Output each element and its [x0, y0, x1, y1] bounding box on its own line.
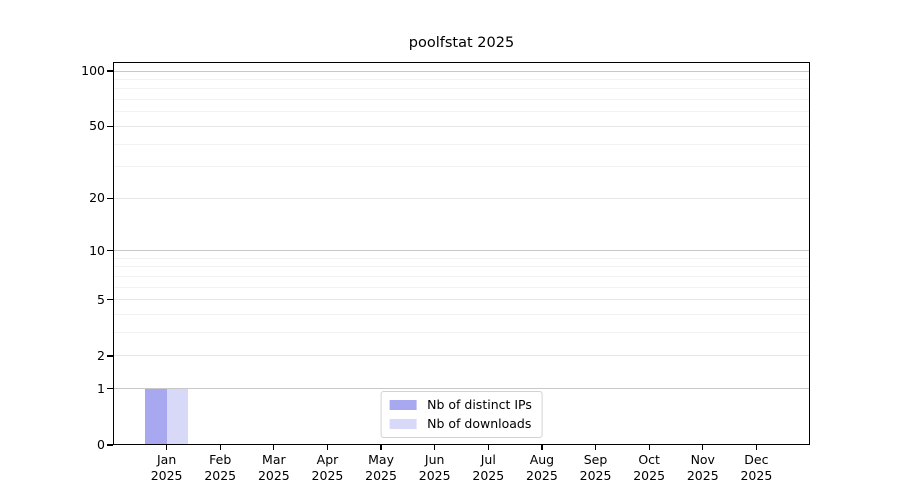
bar-nb-of-distinct-ips-jan-2025 — [145, 388, 167, 445]
gridline-y-80 — [113, 88, 810, 90]
x-tick-label-line: Oct — [638, 452, 660, 467]
x-tick-label-line: 2025 — [257, 467, 290, 483]
plot-area: Nb of distinct IPs Nb of downloads — [113, 62, 810, 445]
y-tick-label-20: 20 — [89, 190, 105, 206]
y-tick-label-5: 5 — [97, 291, 105, 307]
x-tick-mark-10 — [702, 445, 704, 450]
y-tick-label-10: 10 — [89, 242, 105, 258]
x-tick-mark-9 — [648, 445, 650, 450]
gridline-y-3 — [113, 332, 810, 334]
x-tick-label-line: Apr — [316, 452, 339, 467]
x-tick-label-line: 2025 — [633, 467, 666, 483]
x-tick-mark-1 — [219, 445, 221, 450]
y-tick-mark-10 — [107, 250, 113, 252]
gridline-y-8 — [113, 266, 810, 268]
x-tick-label-line: 2025 — [204, 467, 237, 483]
x-tick-label-line: Nov — [690, 452, 715, 467]
legend-swatch-downloads — [389, 418, 417, 429]
x-tick-label-0: Jan 2025 — [127, 452, 207, 483]
x-tick-label-3: Apr 2025 — [287, 452, 367, 483]
gridline-y-9 — [113, 257, 810, 259]
x-tick-mark-8 — [594, 445, 597, 450]
legend-swatch-distinct-ips — [389, 399, 417, 410]
x-tick-label-line: Jan — [156, 452, 177, 467]
x-tick-mark-7 — [541, 445, 543, 450]
x-tick-mark-6 — [487, 445, 489, 450]
y-tick-label-100: 100 — [81, 63, 105, 79]
x-tick-label-line: Aug — [529, 452, 555, 467]
x-tick-label-line: Mar — [262, 452, 286, 467]
y-tick-mark-50 — [107, 125, 113, 128]
legend: Nb of distinct IPs Nb of downloads — [380, 391, 543, 438]
x-tick-label-line: 2025 — [418, 467, 451, 483]
y-tick-mark-1 — [107, 388, 113, 390]
gridline-y-4 — [113, 314, 810, 316]
gridline-y-1 — [113, 388, 810, 390]
x-tick-mark-0 — [166, 445, 168, 450]
x-tick-label-4: May 2025 — [341, 452, 421, 483]
bar-nb-of-downloads-jan-2025 — [166, 388, 189, 445]
y-tick-mark-20 — [107, 197, 113, 199]
x-tick-label-line: 2025 — [472, 467, 505, 483]
x-tick-label-5: Jun 2025 — [395, 452, 475, 483]
x-tick-label-9: Oct 2025 — [609, 452, 689, 483]
x-tick-label-line: 2025 — [686, 467, 719, 483]
x-tick-label-1: Feb 2025 — [180, 452, 260, 483]
legend-item-downloads: Nb of downloads — [389, 416, 532, 431]
x-tick-label-line: 2025 — [311, 467, 344, 483]
y-tick-label-1: 1 — [97, 380, 105, 396]
x-tick-label-line: 2025 — [740, 467, 773, 483]
x-tick-label-line: May — [368, 452, 394, 467]
gridline-y-70 — [113, 99, 810, 101]
gridline-y-60 — [113, 111, 810, 113]
y-tick-mark-0 — [107, 444, 113, 446]
y-tick-mark-100 — [107, 70, 113, 72]
legend-item-distinct-ips: Nb of distinct IPs — [389, 397, 532, 412]
gridline-y-30 — [113, 166, 810, 168]
y-tick-label-50: 50 — [89, 118, 105, 134]
gridline-y-2 — [113, 355, 810, 357]
x-tick-label-line: Jun — [424, 452, 445, 467]
x-tick-mark-4 — [380, 445, 382, 450]
x-tick-label-line: 2025 — [579, 467, 612, 483]
y-tick-label-0: 0 — [97, 437, 105, 452]
x-tick-mark-3 — [326, 445, 329, 450]
x-tick-label-6: Jul 2025 — [448, 452, 528, 483]
gridline-y-10 — [113, 250, 810, 252]
gridline-y-40 — [113, 143, 810, 145]
x-tick-label-line: 2025 — [365, 467, 397, 483]
gridline-y-90 — [113, 79, 810, 81]
gridline-y-5 — [113, 299, 810, 301]
legend-label-distinct-ips: Nb of distinct IPs — [427, 397, 532, 412]
y-tick-mark-2 — [107, 355, 113, 357]
x-tick-label-line: 2025 — [526, 467, 558, 483]
x-tick-label-7: Aug 2025 — [502, 452, 582, 483]
gridline-y-20 — [113, 197, 810, 199]
gridline-y-100 — [113, 70, 810, 72]
x-tick-mark-5 — [434, 445, 436, 450]
gridline-y-7 — [113, 276, 810, 278]
x-tick-label-8: Sep 2025 — [556, 452, 636, 483]
chart-title: poolfstat 2025 — [408, 35, 515, 51]
x-tick-label-2: Mar 2025 — [234, 452, 314, 483]
y-tick-mark-5 — [107, 299, 113, 301]
x-tick-label-line: Dec — [744, 452, 769, 467]
x-tick-label-line: Jul — [480, 452, 496, 467]
gridline-y-50 — [113, 125, 810, 127]
x-tick-label-11: Dec 2025 — [716, 452, 796, 483]
gridline-y-6 — [113, 286, 810, 288]
x-tick-mark-11 — [755, 445, 757, 450]
legend-label-downloads: Nb of downloads — [427, 416, 532, 431]
x-tick-label-line: Sep — [583, 452, 608, 467]
x-tick-label-line: Feb — [209, 452, 232, 467]
x-tick-label-10: Nov 2025 — [663, 452, 743, 483]
x-tick-label-line: 2025 — [150, 467, 183, 483]
x-tick-mark-2 — [273, 445, 275, 450]
y-tick-label-2: 2 — [97, 347, 105, 363]
